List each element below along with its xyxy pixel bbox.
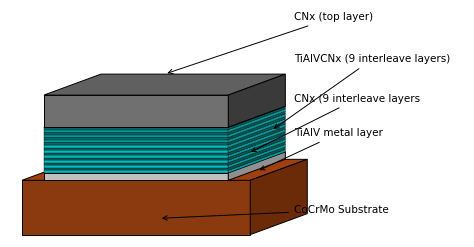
Polygon shape xyxy=(228,114,285,137)
Polygon shape xyxy=(44,95,228,127)
Polygon shape xyxy=(44,163,228,165)
Polygon shape xyxy=(44,165,228,168)
Polygon shape xyxy=(22,180,250,235)
Polygon shape xyxy=(44,152,285,173)
Polygon shape xyxy=(228,147,285,170)
Polygon shape xyxy=(228,134,285,158)
Polygon shape xyxy=(44,137,228,140)
Polygon shape xyxy=(44,106,285,127)
Text: TiAlV metal layer: TiAlV metal layer xyxy=(260,128,383,170)
Polygon shape xyxy=(228,122,285,145)
Polygon shape xyxy=(228,119,285,143)
Polygon shape xyxy=(44,147,228,150)
Polygon shape xyxy=(44,155,228,158)
Polygon shape xyxy=(44,74,285,95)
Polygon shape xyxy=(44,170,228,173)
Polygon shape xyxy=(228,111,285,135)
Polygon shape xyxy=(228,116,285,140)
Polygon shape xyxy=(44,143,228,145)
Polygon shape xyxy=(228,109,285,132)
Polygon shape xyxy=(44,130,228,132)
Polygon shape xyxy=(228,142,285,165)
Polygon shape xyxy=(22,159,307,180)
Polygon shape xyxy=(44,150,228,153)
Polygon shape xyxy=(228,152,285,180)
Text: CNx (top layer): CNx (top layer) xyxy=(168,12,373,74)
Polygon shape xyxy=(228,129,285,153)
Polygon shape xyxy=(44,132,228,135)
Polygon shape xyxy=(44,153,228,155)
Polygon shape xyxy=(44,140,228,143)
Polygon shape xyxy=(228,126,285,150)
Text: CoCrMo Substrate: CoCrMo Substrate xyxy=(163,205,389,220)
Polygon shape xyxy=(44,145,228,147)
Polygon shape xyxy=(44,135,228,137)
Text: CNx (9 interleave layers: CNx (9 interleave layers xyxy=(252,94,420,151)
Polygon shape xyxy=(228,149,285,173)
Polygon shape xyxy=(228,137,285,160)
Polygon shape xyxy=(228,74,285,127)
Polygon shape xyxy=(44,158,228,160)
Polygon shape xyxy=(228,139,285,163)
Polygon shape xyxy=(228,132,285,155)
Polygon shape xyxy=(228,144,285,168)
Polygon shape xyxy=(44,168,228,170)
Polygon shape xyxy=(250,159,307,235)
Polygon shape xyxy=(44,173,228,180)
Polygon shape xyxy=(44,127,228,130)
Polygon shape xyxy=(44,160,228,163)
Polygon shape xyxy=(228,106,285,130)
Polygon shape xyxy=(228,124,285,147)
Text: TiAlVCNx (9 interleave layers): TiAlVCNx (9 interleave layers) xyxy=(274,54,450,128)
